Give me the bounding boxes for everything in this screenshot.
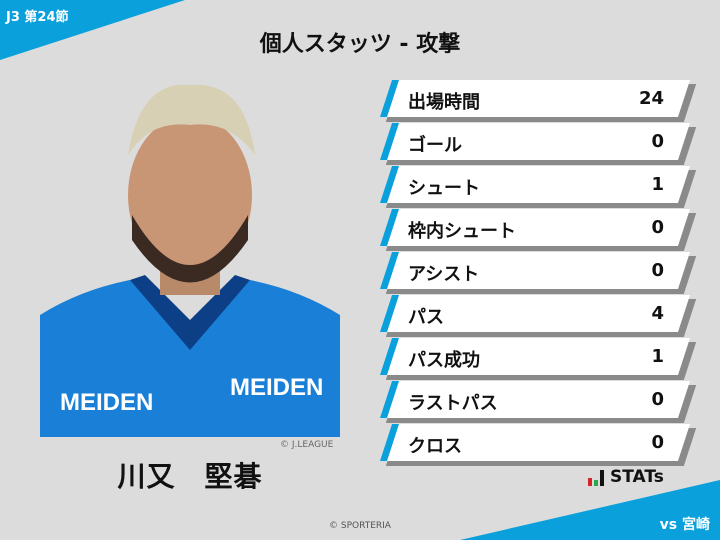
stat-label: ラストパス	[408, 393, 498, 414]
opponent-label: vs 宮崎	[659, 517, 710, 533]
stat-label: ゴール	[408, 135, 462, 156]
opponent-banner	[460, 480, 720, 540]
jersey-sponsor-right: MEIDEN	[230, 374, 323, 401]
copyright: © SPORTERIA	[329, 521, 391, 531]
stat-value: 0	[651, 131, 664, 152]
stat-value: 0	[651, 389, 664, 410]
stat-value: 0	[651, 260, 664, 281]
stat-label: 出場時間	[408, 92, 480, 113]
stat-row: ゴール 0	[379, 123, 697, 165]
stat-value: 4	[651, 303, 664, 324]
stat-row: 枠内シュート 0	[379, 209, 697, 251]
stat-row: 出場時間 24	[379, 80, 697, 122]
stat-label: アシスト	[408, 264, 480, 285]
stat-value: 1	[651, 346, 664, 367]
stat-label: シュート	[408, 178, 480, 199]
player-photo: MEIDEN MEIDEN	[40, 75, 340, 437]
stat-value: 24	[638, 88, 664, 109]
jersey-sponsor: MEIDEN	[60, 389, 153, 416]
stat-label: クロス	[408, 436, 462, 457]
stat-label: パス成功	[408, 350, 480, 371]
stat-row: クロス 0	[379, 424, 697, 466]
stat-value: 0	[651, 217, 664, 238]
stat-row: シュート 1	[379, 166, 697, 208]
stat-value: 0	[651, 432, 664, 453]
round-label: J3 第24節	[6, 10, 69, 25]
round-banner	[0, 0, 185, 60]
stat-value: 1	[651, 174, 664, 195]
stat-label: パス	[408, 307, 444, 328]
photo-credit: © J.LEAGUE	[280, 440, 334, 450]
stat-label: 枠内シュート	[408, 221, 516, 242]
stat-row: アシスト 0	[379, 252, 697, 294]
stat-row: ラストパス 0	[379, 381, 697, 423]
stat-row: パス成功 1	[379, 338, 697, 380]
logo-bar-black	[600, 470, 604, 486]
stat-row: パス 4	[379, 295, 697, 337]
page-title: 個人スタッツ - 攻撃	[259, 32, 461, 57]
player-name: 川又 堅碁	[117, 460, 263, 493]
